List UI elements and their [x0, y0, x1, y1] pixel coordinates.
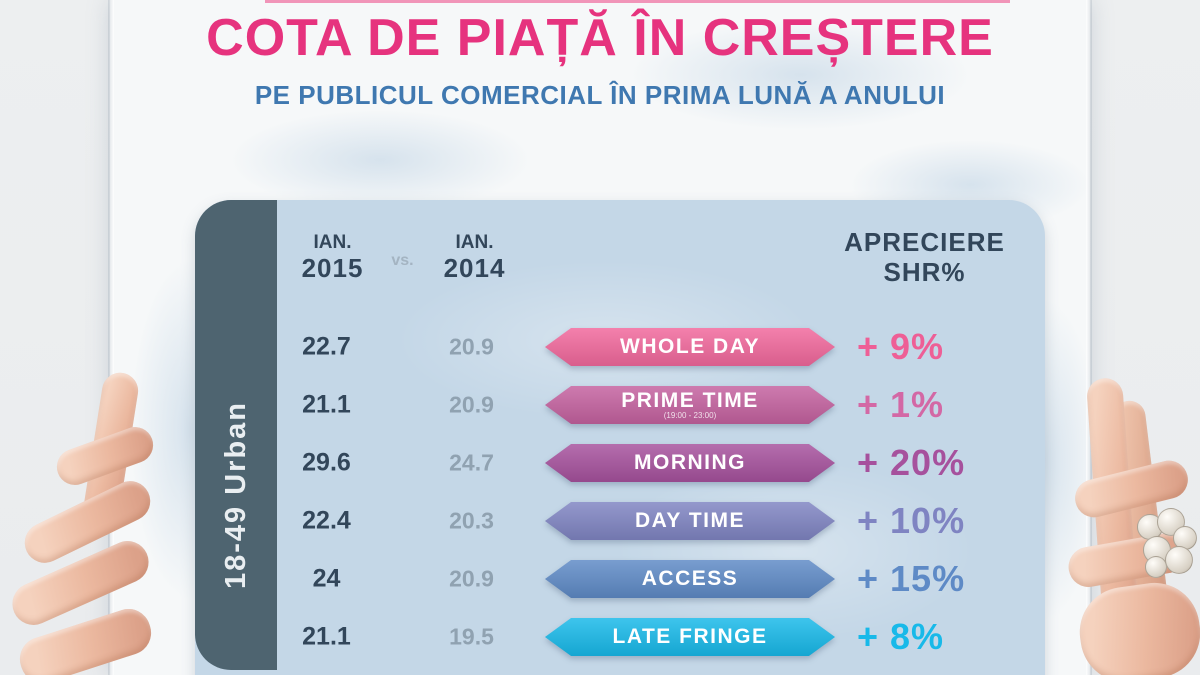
- dayslot-label: DAY TIME: [634, 509, 746, 532]
- dayslot-ribbon: WHOLE DAY: [545, 328, 835, 366]
- table-content: IAN. 2015 vs. IAN. 2014 APRECIERE SHR% 2…: [277, 200, 1045, 675]
- apreciere-line2: SHR%: [883, 256, 966, 287]
- dayslot-sublabel: (19:00 - 23:00): [663, 411, 717, 420]
- value-2014: 20.9: [449, 333, 494, 360]
- audience-sidebar: 18-49 Urban: [195, 200, 277, 670]
- dayslot-ribbon: ACCESS: [545, 560, 835, 598]
- value-2015: 22.4: [302, 506, 351, 535]
- shr-delta: + 15%: [857, 558, 966, 599]
- page-title: COTA DE PIAȚĂ ÎN CREȘTERE: [206, 9, 994, 67]
- value-2015: 21.1: [302, 390, 351, 419]
- ring: [1135, 508, 1197, 578]
- dayslot-label: LATE FRINGE: [612, 625, 768, 648]
- table-row: 21.1 19.5 LATE FRINGE + 8%: [277, 608, 1045, 666]
- value-2014: 20.3: [449, 507, 494, 534]
- value-2014: 19.5: [449, 623, 494, 650]
- column-header-2015-year: 2015: [301, 252, 364, 283]
- value-2015: 24: [312, 564, 341, 593]
- ring-stone: [1145, 556, 1167, 578]
- board-left-edge: [108, 0, 114, 675]
- column-header-2014: IAN. 2014: [427, 232, 522, 284]
- apreciere-line1: APRECIERE: [844, 227, 1005, 257]
- left-hand: [0, 360, 210, 675]
- dayslot-ribbon: MORNING: [545, 444, 835, 482]
- value-2015: 21.1: [302, 622, 351, 651]
- right-palm: [1073, 577, 1200, 675]
- table-row: 22.7 20.9 WHOLE DAY + 9%: [277, 318, 1045, 376]
- board-right-edge: [1086, 0, 1092, 675]
- page-subtitle: PE PUBLICUL COMERCIAL ÎN PRIMA LUNĂ A AN…: [254, 80, 946, 110]
- dayslot-label: WHOLE DAY: [620, 335, 760, 358]
- dayslot-ribbon: LATE FRINGE: [545, 618, 835, 656]
- column-header-2014-month: IAN.: [455, 232, 494, 253]
- dayslot-ribbon: PRIME TIME (19:00 - 23:00): [545, 386, 835, 424]
- ring-stone: [1165, 546, 1193, 574]
- shr-delta: + 9%: [857, 326, 945, 367]
- column-header-apreciere: APRECIERE SHR%: [807, 227, 1042, 288]
- value-2015: 22.7: [302, 332, 351, 361]
- vs-label: vs.: [391, 252, 414, 269]
- shr-delta: + 8%: [857, 616, 945, 657]
- table-row: 21.1 20.9 PRIME TIME (19:00 - 23:00) + 1…: [277, 376, 1045, 434]
- value-2014: 20.9: [449, 391, 494, 418]
- top-pink-sliver: [265, 0, 1010, 3]
- shr-delta: + 20%: [857, 442, 966, 483]
- audience-label: 18-49 Urban: [219, 400, 252, 589]
- share-table-panel: 18-49 Urban IAN. 2015 vs. IAN. 2014 APRE…: [195, 200, 1045, 675]
- shr-delta: + 1%: [857, 384, 945, 425]
- value-2014: 20.9: [449, 565, 494, 592]
- column-header-2015-month: IAN.: [313, 232, 352, 253]
- column-header-2015: IAN. 2015: [285, 232, 380, 284]
- column-header-2014-year: 2014: [443, 252, 506, 283]
- cloud-texture: [230, 110, 530, 210]
- dayslot-label: MORNING: [634, 451, 746, 474]
- table-row: 29.6 24.7 MORNING + 20%: [277, 434, 1045, 492]
- dayslot-label: ACCESS: [641, 567, 739, 590]
- dayslot-ribbon: DAY TIME: [545, 502, 835, 540]
- value-2015: 29.6: [302, 448, 351, 477]
- table-row: 22.4 20.3 DAY TIME + 10%: [277, 492, 1045, 550]
- shr-delta: + 10%: [857, 500, 966, 541]
- right-hand: [1060, 370, 1200, 675]
- dayslot-label: PRIME TIME: [621, 389, 759, 412]
- table-row: 24 20.9 ACCESS + 15%: [277, 550, 1045, 608]
- value-2014: 24.7: [449, 449, 494, 476]
